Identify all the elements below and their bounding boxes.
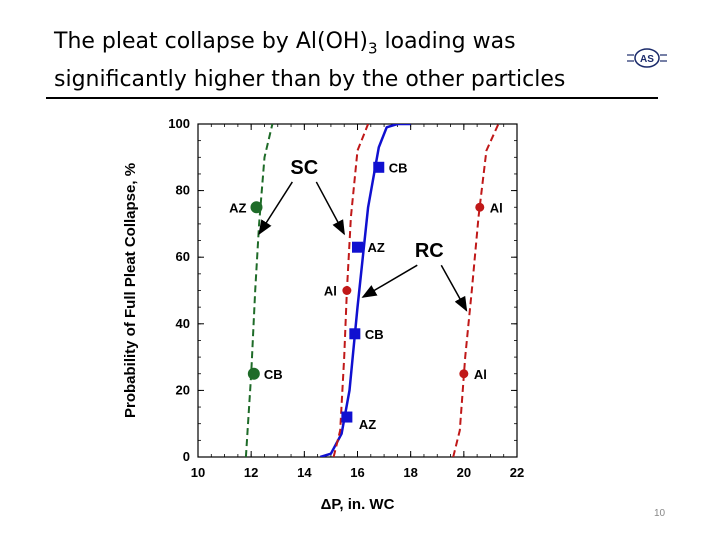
data-point-green <box>247 367 260 380</box>
annotation-rc: RC <box>415 240 444 262</box>
logo-text: AS <box>640 54 654 65</box>
annotation-arrow <box>440 264 468 312</box>
y-tick-label: 60 <box>176 249 190 264</box>
x-tick-label: 16 <box>350 465 364 480</box>
data-point-label: CB <box>365 327 384 342</box>
y-tick-label: 100 <box>168 116 190 131</box>
x-tick-label: 18 <box>403 465 417 480</box>
title-divider <box>46 97 658 99</box>
x-tick-label: 14 <box>297 465 312 480</box>
x-tick-label: 12 <box>244 465 258 480</box>
y-tick-label: 80 <box>176 183 190 198</box>
x-axis-label: ΔP, in. WC <box>321 496 395 513</box>
x-tick-label: 20 <box>457 465 471 480</box>
data-point-blue <box>352 241 363 253</box>
company-logo: AS <box>627 48 667 68</box>
data-point-blue <box>349 328 361 340</box>
x-tick-label: 10 <box>191 465 205 480</box>
slide-title-part1: The pleat collapse by Al(OH) <box>54 29 369 54</box>
page-number: 10 <box>654 508 666 519</box>
y-tick-label: 40 <box>176 316 190 331</box>
data-point-label: CB <box>264 367 283 382</box>
data-point-blue <box>341 411 353 423</box>
data-point-label: Al <box>324 284 337 299</box>
annotation-arrow <box>361 264 418 298</box>
y-tick-label: 20 <box>176 382 190 397</box>
annotation-arrow <box>258 181 293 236</box>
annotation-sc: SC <box>290 157 318 179</box>
fit-curve-red-right <box>452 124 500 457</box>
annotation-arrow <box>315 181 345 236</box>
probability-chart: 10 12 14 16 18 20 22 0 20 40 60 80 100 ΔP, in. WC Prob… <box>122 116 524 513</box>
fit-curve-green <box>244 124 274 457</box>
data-point-label: AZ <box>368 240 385 255</box>
data-point-green <box>250 201 263 214</box>
data-point-label: Al <box>474 367 487 382</box>
data-point-red-left <box>342 286 352 295</box>
data-point-red-right <box>459 369 469 379</box>
slide-title: The pleat collapse by Al(OH)3 loading wa… <box>54 26 614 95</box>
slide-title-line2: significantly higher than by the other p… <box>54 67 566 93</box>
slide-title-part2: loading was <box>377 29 516 54</box>
data-point-blue <box>373 161 385 173</box>
plot-frame <box>197 123 518 458</box>
x-tick-label: 22 <box>510 465 524 480</box>
y-tick-label: 0 <box>183 449 190 464</box>
data-point-label: AZ <box>359 417 376 432</box>
slide-title-subscript: 3 <box>368 39 378 58</box>
data-point-label: CB <box>389 160 408 175</box>
data-point-label: Al <box>490 200 503 215</box>
data-point-label: AZ <box>229 200 246 215</box>
y-axis-label: Probability of Full Pleat Collapse, % <box>122 163 139 418</box>
data-point-red-right <box>475 202 485 212</box>
